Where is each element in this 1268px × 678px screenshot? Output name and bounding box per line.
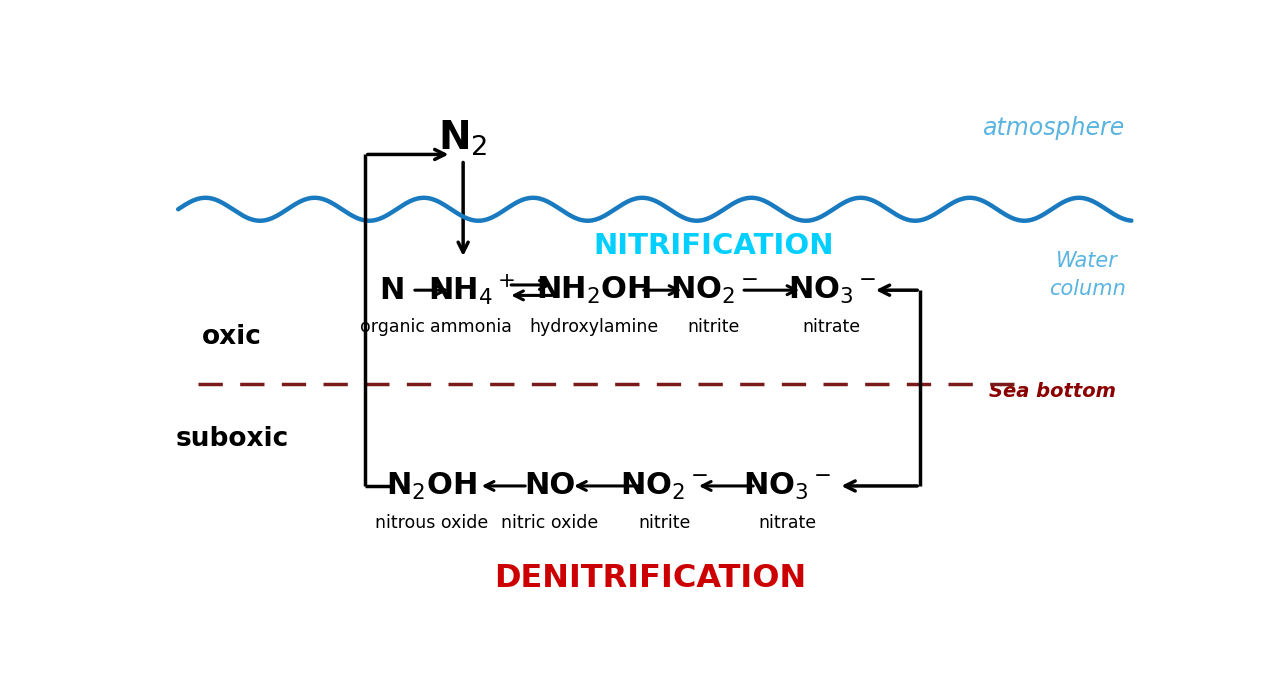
Text: organic: organic (360, 318, 425, 336)
Text: ammonia: ammonia (430, 318, 512, 336)
Text: suboxic: suboxic (175, 426, 289, 452)
Text: nitrate: nitrate (758, 513, 817, 532)
Text: NITRIFICATION: NITRIFICATION (593, 232, 834, 260)
Text: nitrate: nitrate (803, 318, 861, 336)
Text: N$_2$OH: N$_2$OH (387, 471, 477, 502)
Text: nitrite: nitrite (638, 513, 691, 532)
Text: atmosphere: atmosphere (981, 117, 1123, 140)
Text: NH$_2$OH: NH$_2$OH (536, 275, 652, 306)
Text: NH$_4$$^+$: NH$_4$$^+$ (427, 273, 515, 307)
Text: Sea bottom: Sea bottom (989, 382, 1116, 401)
Text: DENITRIFICATION: DENITRIFICATION (493, 563, 806, 594)
Text: N: N (379, 276, 404, 304)
Text: nitrite: nitrite (687, 318, 741, 336)
Text: NO$_2$$^-$: NO$_2$$^-$ (620, 471, 709, 502)
Text: Water
column: Water column (1049, 251, 1126, 298)
Text: oxic: oxic (203, 324, 262, 350)
Text: N$_2$: N$_2$ (439, 119, 488, 159)
Text: NO$_3$$^-$: NO$_3$$^-$ (743, 471, 832, 502)
Text: hydroxylamine: hydroxylamine (529, 318, 658, 336)
Text: NO$_2$$^-$: NO$_2$$^-$ (670, 275, 758, 306)
Text: nitric oxide: nitric oxide (501, 513, 598, 532)
Text: NO: NO (524, 471, 576, 500)
Text: NO$_3$$^-$: NO$_3$$^-$ (787, 275, 876, 306)
Text: nitrous oxide: nitrous oxide (375, 513, 488, 532)
